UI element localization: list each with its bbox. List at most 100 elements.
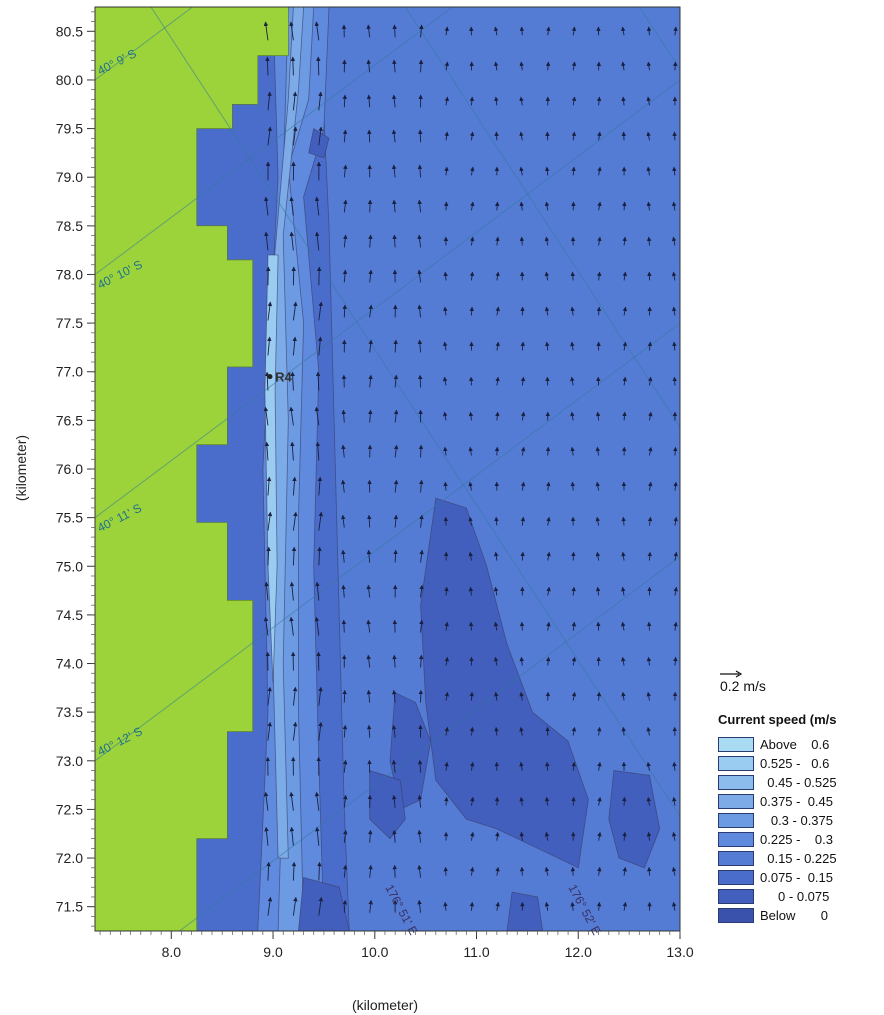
current-vector-119 [368, 374, 373, 388]
current-vector-97 [342, 234, 348, 248]
current-vector-378 [622, 411, 627, 421]
current-vector-13 [264, 441, 270, 461]
legend-label: 0.3 - 0.375 [760, 813, 833, 828]
current-vector-28 [289, 826, 295, 846]
current-vector-342 [597, 761, 602, 771]
current-vector-29 [289, 791, 294, 811]
current-vector-395 [646, 726, 651, 736]
current-vector-121 [368, 304, 373, 318]
current-vector-265 [519, 726, 524, 736]
current-vector-240 [494, 691, 499, 701]
current-vector-15 [264, 371, 270, 391]
current-vector-334 [571, 131, 577, 141]
current-vector-324 [570, 481, 576, 491]
current-vector-283 [519, 96, 524, 106]
current-vector-96 [342, 269, 348, 283]
current-vector-274 [520, 411, 526, 421]
current-vector-72 [314, 196, 320, 216]
current-vector-67 [315, 371, 321, 391]
current-vector-365 [622, 866, 627, 876]
current-vector-435 [671, 236, 677, 246]
current-vector-196 [442, 411, 448, 421]
current-vector-220 [468, 481, 473, 491]
y-tick-label-9: 76.0 [56, 461, 83, 477]
current-vector-82 [342, 759, 348, 773]
current-vector-169 [418, 444, 424, 458]
current-vector-276 [520, 341, 525, 351]
current-vector-210 [470, 831, 475, 841]
current-vector-381 [622, 306, 628, 316]
current-vector-335 [571, 96, 577, 106]
current-vector-134 [391, 759, 397, 773]
current-vector-253 [495, 236, 500, 246]
lat-lon-graticule [95, 7, 680, 931]
y-tick-label-14: 78.5 [56, 218, 83, 234]
current-vector-64 [317, 476, 323, 496]
current-vector-211 [470, 796, 475, 806]
contour-band-8 [608, 770, 661, 869]
current-vector-45 [289, 231, 294, 251]
current-vector-406 [647, 341, 653, 351]
current-vector-337 [571, 26, 577, 36]
current-vector-249 [495, 376, 500, 386]
current-vector-42 [292, 336, 297, 356]
current-vector-155 [392, 24, 397, 38]
current-vector-98 [343, 199, 348, 213]
y-tick-label-0: 71.5 [56, 899, 83, 915]
current-vector-402 [647, 481, 653, 491]
current-vector-226 [469, 271, 475, 281]
current-vector-254 [494, 201, 500, 211]
current-vector-71 [314, 231, 320, 251]
x-tick-label-2: 10.0 [361, 944, 388, 960]
current-vector-327 [570, 376, 575, 386]
current-vector-325 [570, 446, 575, 456]
current-vector-100 [342, 129, 348, 143]
y-tick-label-1: 72.0 [56, 850, 83, 866]
current-vector-227 [469, 236, 475, 246]
current-vector-410 [646, 201, 652, 211]
current-vector-62 [317, 546, 322, 566]
current-vector-109 [366, 724, 372, 738]
current-vector-181 [419, 24, 424, 38]
current-vector-48 [292, 126, 298, 146]
current-vector-145 [393, 374, 399, 388]
current-vector-140 [393, 549, 398, 563]
current-vector-387 [621, 96, 626, 106]
current-vector-370 [621, 691, 626, 701]
current-vector-352 [595, 411, 601, 421]
current-vector-99 [343, 164, 348, 178]
current-vector-39 [290, 441, 295, 461]
current-vector-135 [391, 724, 397, 738]
current-vector-0 [267, 896, 273, 916]
legend-entry-1: 0.525 - 0.6 [718, 754, 884, 773]
current-vector-66 [314, 406, 320, 426]
current-vector-428 [673, 481, 678, 491]
legend-entry-3: 0.375 - 0.45 [718, 792, 884, 811]
legend-swatch [718, 794, 754, 809]
current-vector-248 [495, 411, 500, 421]
current-vector-433 [671, 306, 677, 316]
current-vector-50 [290, 56, 296, 76]
current-vector-163 [418, 654, 424, 668]
current-vector-128 [366, 59, 372, 73]
current-vector-111 [366, 654, 371, 668]
current-vector-213 [469, 726, 475, 736]
legend-swatch [718, 775, 754, 790]
current-vector-434 [671, 271, 677, 281]
legend-swatch [718, 889, 754, 904]
legend-label: Below 0 [760, 908, 828, 923]
current-vector-175 [417, 234, 422, 248]
current-vector-273 [520, 446, 526, 456]
current-vector-384 [622, 201, 627, 211]
legend-entry-0: Above 0.6 [718, 735, 884, 754]
current-vector-185 [444, 796, 449, 806]
current-vector-164 [419, 619, 424, 633]
y-tick-label-11: 77.0 [56, 364, 83, 380]
current-vector-11 [267, 511, 273, 531]
current-vector-383 [622, 236, 627, 246]
current-vector-397 [646, 656, 652, 666]
current-vector-379 [622, 376, 627, 386]
current-vector-17 [267, 301, 273, 321]
legend-entries: Above 0.6 0.525 - 0.6 0.45 - 0.525 0.375 -… [718, 735, 884, 925]
current-vector-241 [493, 656, 499, 666]
